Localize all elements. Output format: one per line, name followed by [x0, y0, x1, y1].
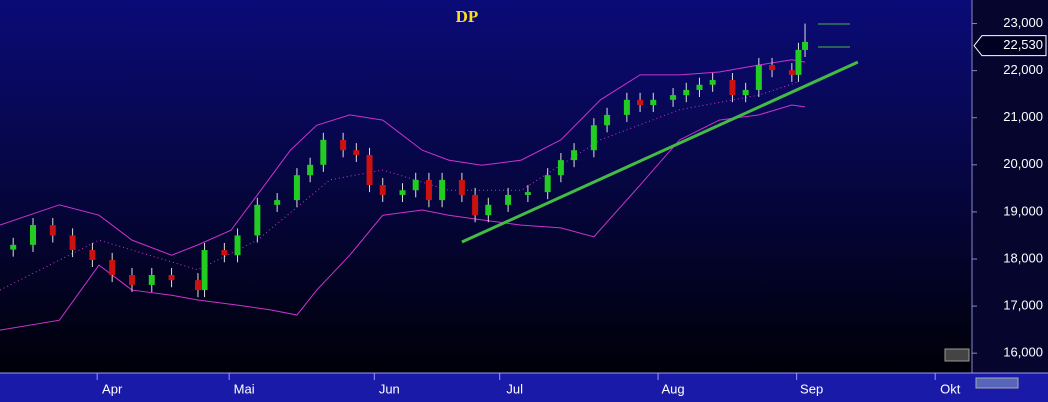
- candle-body: [557, 160, 564, 176]
- candle-body: [524, 192, 531, 195]
- candle-body: [742, 89, 749, 96]
- y-tick-label: 21,000: [1003, 109, 1043, 124]
- last-price-label: 22,530: [1003, 37, 1043, 52]
- candle-body: [168, 274, 175, 281]
- candle-body: [399, 190, 406, 195]
- y-tick-label: 20,000: [1003, 156, 1043, 171]
- candle-body: [544, 175, 551, 193]
- candle-body: [670, 95, 677, 100]
- candle-body: [89, 250, 96, 260]
- candle-body: [353, 150, 360, 155]
- x-tick-label: Mai: [234, 381, 255, 396]
- x-tick-label: Sep: [800, 381, 823, 396]
- chart-title: DP: [456, 7, 479, 26]
- candle-body: [201, 250, 208, 291]
- overlay-line: [0, 81, 799, 291]
- candle-body: [637, 99, 644, 106]
- candle-body: [49, 225, 56, 236]
- x-tick-label: Jul: [506, 381, 523, 396]
- candle-body: [340, 139, 347, 151]
- candle-body: [650, 99, 657, 106]
- candle-body: [379, 185, 386, 195]
- y-tick-label: 19,000: [1003, 203, 1043, 218]
- candle-body: [307, 164, 314, 176]
- candle-body: [458, 179, 465, 195]
- candle-body: [412, 179, 419, 191]
- candle-body: [29, 225, 36, 245]
- y-tick-label: 23,000: [1003, 15, 1043, 30]
- candle-body: [571, 150, 578, 161]
- candle-body: [769, 64, 776, 71]
- candle-body: [623, 99, 630, 115]
- candle-body: [802, 41, 809, 50]
- candle-body: [505, 194, 512, 205]
- candle-body: [729, 80, 736, 96]
- candle-body: [109, 259, 116, 275]
- candle-body: [69, 235, 76, 251]
- candle-body: [755, 64, 762, 90]
- y-tick-label: 16,000: [1003, 345, 1043, 360]
- candle-body: [439, 179, 446, 201]
- candle-body: [472, 194, 479, 216]
- y-tick-label: 22,000: [1003, 62, 1043, 77]
- candle-body: [709, 80, 716, 85]
- overlay-line: [0, 59, 806, 256]
- last-price-tag: [973, 35, 1047, 57]
- candle-body: [683, 89, 690, 96]
- overlay-line: [461, 60, 859, 244]
- overlay-line: [0, 104, 806, 331]
- candle-body: [293, 175, 300, 201]
- y-tick-label: 18,000: [1003, 250, 1043, 265]
- time-axis-background: [0, 373, 1048, 402]
- candle-body: [128, 274, 135, 285]
- x-tick-label: Aug: [661, 381, 684, 396]
- candle-body: [795, 49, 802, 75]
- x-tick-label: Jun: [379, 381, 400, 396]
- candle-body: [221, 250, 228, 256]
- candle-body: [366, 154, 373, 186]
- axis-background: [972, 0, 1048, 373]
- icon[interactable]: [944, 348, 970, 362]
- plot-background: [0, 0, 972, 373]
- candle-body: [788, 70, 795, 75]
- candle-body: [485, 204, 492, 216]
- candle-body: [274, 200, 281, 205]
- candle-body: [10, 244, 17, 250]
- x-tick-label: Okt: [940, 381, 961, 396]
- x-tick-label: Apr: [102, 381, 123, 396]
- y-tick-label: 17,000: [1003, 298, 1043, 313]
- candle-body: [590, 125, 597, 151]
- zoom-icons[interactable]: [975, 377, 1019, 389]
- candle-body: [194, 280, 201, 291]
- candle-body: [696, 84, 703, 90]
- candle-body: [254, 204, 261, 236]
- candle-body: [604, 114, 611, 126]
- candle-body: [425, 179, 432, 201]
- candle-body: [148, 274, 155, 285]
- candle-body: [320, 139, 327, 165]
- candle-body: [234, 235, 241, 256]
